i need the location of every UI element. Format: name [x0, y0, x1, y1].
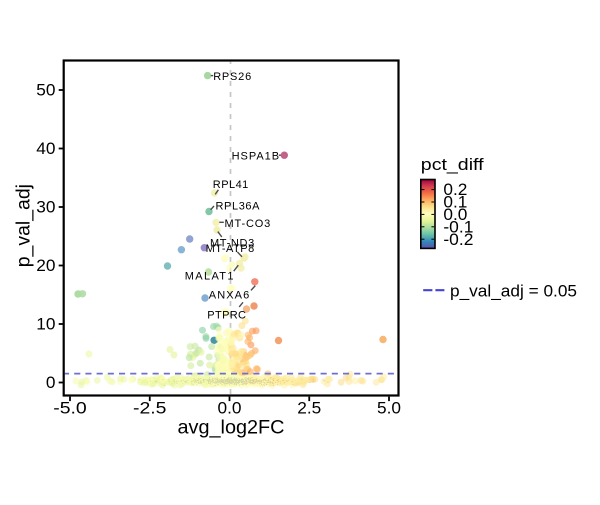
- svg-text:0.0: 0.0: [443, 206, 467, 224]
- svg-text:2.5: 2.5: [297, 400, 321, 418]
- svg-text:avg_log2FC: avg_log2FC: [178, 418, 285, 439]
- svg-text:MT-ATP8: MT-ATP8: [206, 243, 255, 255]
- svg-text:p_val_adj: p_val_adj: [14, 184, 35, 267]
- svg-text:RPL36A: RPL36A: [216, 200, 261, 212]
- svg-text:0.0: 0.0: [218, 400, 242, 418]
- svg-text:ANXA6: ANXA6: [209, 289, 249, 301]
- svg-text:PTPRC: PTPRC: [207, 310, 246, 322]
- svg-text:p_val_adj = 0.05: p_val_adj = 0.05: [450, 282, 577, 300]
- svg-text:MALAT1: MALAT1: [185, 270, 234, 282]
- svg-text:0.1: 0.1: [443, 194, 467, 212]
- svg-text:-0.1: -0.1: [443, 218, 473, 236]
- svg-text:pct_diff: pct_diff: [421, 155, 484, 174]
- svg-text:MT-ND3: MT-ND3: [210, 238, 254, 250]
- svg-text:RPS26: RPS26: [213, 71, 251, 83]
- svg-text:RPL41: RPL41: [213, 179, 249, 191]
- svg-text:-0.2: -0.2: [443, 231, 473, 249]
- svg-text:30: 30: [36, 199, 55, 217]
- svg-text:MT-CO3: MT-CO3: [225, 218, 271, 230]
- svg-text:10: 10: [36, 316, 55, 334]
- svg-text:50: 50: [36, 82, 55, 100]
- svg-text:0: 0: [46, 374, 56, 392]
- svg-text:-2.5: -2.5: [133, 400, 167, 418]
- svg-text:5.0: 5.0: [377, 400, 401, 418]
- svg-text:20: 20: [36, 257, 55, 275]
- svg-text:0.2: 0.2: [443, 181, 467, 199]
- svg-text:HSPA1B: HSPA1B: [232, 151, 280, 163]
- svg-text:-5.0: -5.0: [53, 400, 87, 418]
- svg-text:40: 40: [36, 140, 55, 158]
